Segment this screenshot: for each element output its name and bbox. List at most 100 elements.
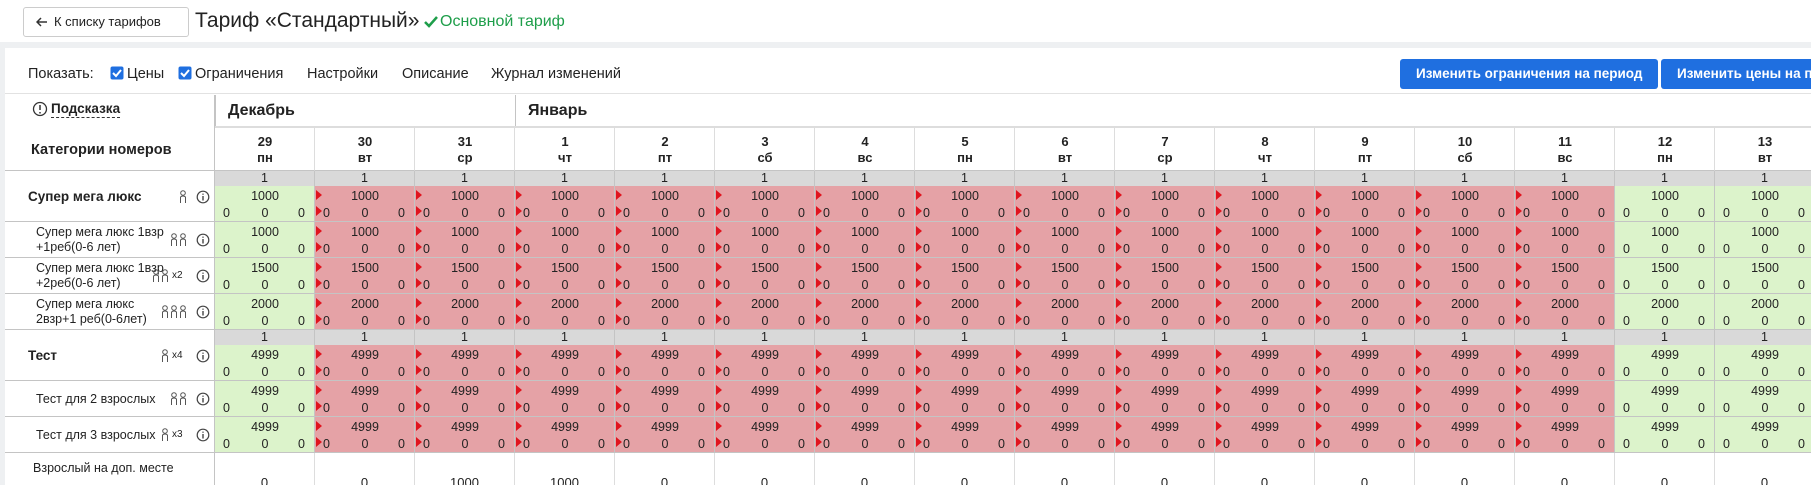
- restriction-marker: [1415, 262, 1423, 290]
- price: 4999: [751, 384, 779, 398]
- day-header: 5 пн: [915, 127, 1015, 171]
- tab[interactable]: Настройки: [307, 66, 379, 82]
- restriction-marker-svg: [616, 421, 622, 447]
- cell-closed: 4999 0 0 0: [415, 381, 515, 417]
- tab[interactable]: Описание: [402, 66, 469, 82]
- row-label-box: [5, 330, 215, 381]
- checkbox[interactable]: [178, 66, 192, 80]
- sub-value: 0: [1223, 314, 1230, 328]
- availability: 1: [1715, 330, 1811, 345]
- restriction-marker: [1315, 262, 1323, 290]
- day-header: 1 чт: [515, 127, 615, 171]
- restriction-marker-svg: [1416, 262, 1422, 288]
- restriction-marker-svg: [1016, 349, 1022, 375]
- cell-open: 1000 0 0 0: [1615, 186, 1715, 222]
- action-button[interactable]: Изменить цены на период: [1661, 59, 1811, 89]
- sub-value: 0: [1361, 437, 1369, 451]
- sub-value: 0: [1198, 206, 1205, 220]
- price: 2000: [351, 297, 379, 311]
- restriction-marker-svg: [916, 262, 922, 288]
- price: 2000: [1451, 297, 1479, 311]
- availability: 1: [615, 330, 715, 345]
- cell-open: 4999 0 0 0: [215, 381, 315, 417]
- cell-closed: 4999 0 0 0: [915, 381, 1015, 417]
- sub-value: 0: [1498, 242, 1505, 256]
- price: 1000: [851, 225, 879, 239]
- restriction-marker-svg: [1516, 349, 1522, 375]
- cell-closed: 1500 0 0 0: [615, 258, 715, 294]
- price: 4999: [1151, 420, 1179, 434]
- cell-closed: 2000 0 0 0: [1015, 294, 1115, 330]
- checkbox-label[interactable]: Ограничения: [195, 66, 284, 82]
- tab[interactable]: Журнал изменений: [491, 66, 621, 82]
- price: 2000: [451, 297, 479, 311]
- sub-value: 0: [261, 206, 269, 220]
- sub-value: 0: [498, 437, 505, 451]
- restriction-marker: [915, 349, 923, 377]
- restriction-marker-svg: [1216, 226, 1222, 252]
- extra-label-box: [5, 453, 215, 485]
- sub-value: 0: [1423, 242, 1430, 256]
- cell-closed: 4999 0 0 0: [1215, 345, 1315, 381]
- cell-closed: 4999 0 0 0: [315, 417, 415, 453]
- cell-closed: 4999 0 0 0: [615, 417, 715, 453]
- cell-closed: 4999 0 0 0: [815, 381, 915, 417]
- cell-closed: 1500 0 0 0: [515, 258, 615, 294]
- price: 1500: [551, 261, 579, 275]
- price: 1500: [1351, 261, 1379, 275]
- restriction-marker-svg: [1016, 226, 1022, 252]
- sub-value: 0: [1261, 437, 1269, 451]
- back-button[interactable]: К списку тарифов: [23, 7, 189, 37]
- cell-closed: 1000 0 0 0: [515, 222, 615, 258]
- restriction-marker: [715, 298, 723, 326]
- price: 4999: [1251, 384, 1279, 398]
- price: 4999: [1051, 420, 1079, 434]
- cell-closed: 1000 0 0 0: [615, 222, 715, 258]
- cell-closed: 4999 0 0 0: [1115, 345, 1215, 381]
- extra-price: 0: [1515, 453, 1615, 485]
- restriction-marker: [615, 226, 623, 254]
- sub-value: 0: [1561, 242, 1569, 256]
- restriction-marker-svg: [416, 385, 422, 411]
- price: 2000: [1651, 297, 1679, 311]
- availability: 1: [415, 171, 515, 186]
- sub-value: 0: [361, 278, 369, 292]
- row-label-box: [5, 171, 215, 222]
- sub-value: 0: [1698, 401, 1705, 415]
- action-button[interactable]: Изменить ограничения на период: [1400, 59, 1659, 89]
- row-label-box: [5, 381, 215, 417]
- cell-closed: 2000 0 0 0: [415, 294, 515, 330]
- cell-closed: 1500 0 0 0: [1415, 258, 1515, 294]
- sub-value: 0: [1423, 314, 1430, 328]
- restriction-marker-svg: [916, 190, 922, 216]
- sub-value: 0: [398, 278, 405, 292]
- sub-value: 0: [1698, 365, 1705, 379]
- sub-value: 0: [1461, 314, 1469, 328]
- day-number: 7: [1161, 134, 1169, 149]
- availability: 1: [615, 171, 715, 186]
- weekday: вс: [857, 150, 873, 165]
- sub-value: 0: [1761, 278, 1769, 292]
- checkbox[interactable]: [110, 66, 124, 80]
- restriction-marker-svg: [516, 298, 522, 324]
- restriction-marker: [615, 190, 623, 218]
- sub-value: 0: [1098, 242, 1105, 256]
- checkbox-label[interactable]: Цены: [127, 66, 165, 82]
- price: 4999: [351, 420, 379, 434]
- day-number: 11: [1558, 134, 1572, 149]
- restriction-marker: [515, 385, 523, 413]
- price: 4999: [1651, 348, 1679, 362]
- weekday: пн: [957, 150, 973, 165]
- sub-value: 0: [823, 401, 830, 415]
- cell-closed: 4999 0 0 0: [315, 345, 415, 381]
- restriction-marker: [1015, 226, 1023, 254]
- guest-icon: [170, 233, 188, 247]
- sub-value: 0: [798, 401, 805, 415]
- cell-closed: 4999 0 0 0: [515, 345, 615, 381]
- hint-link[interactable]: Подсказка: [51, 101, 121, 118]
- sub-value: 0: [1361, 206, 1369, 220]
- sub-value: 0: [1623, 401, 1630, 415]
- sub-value: 0: [723, 206, 730, 220]
- day-number: 8: [1261, 134, 1269, 149]
